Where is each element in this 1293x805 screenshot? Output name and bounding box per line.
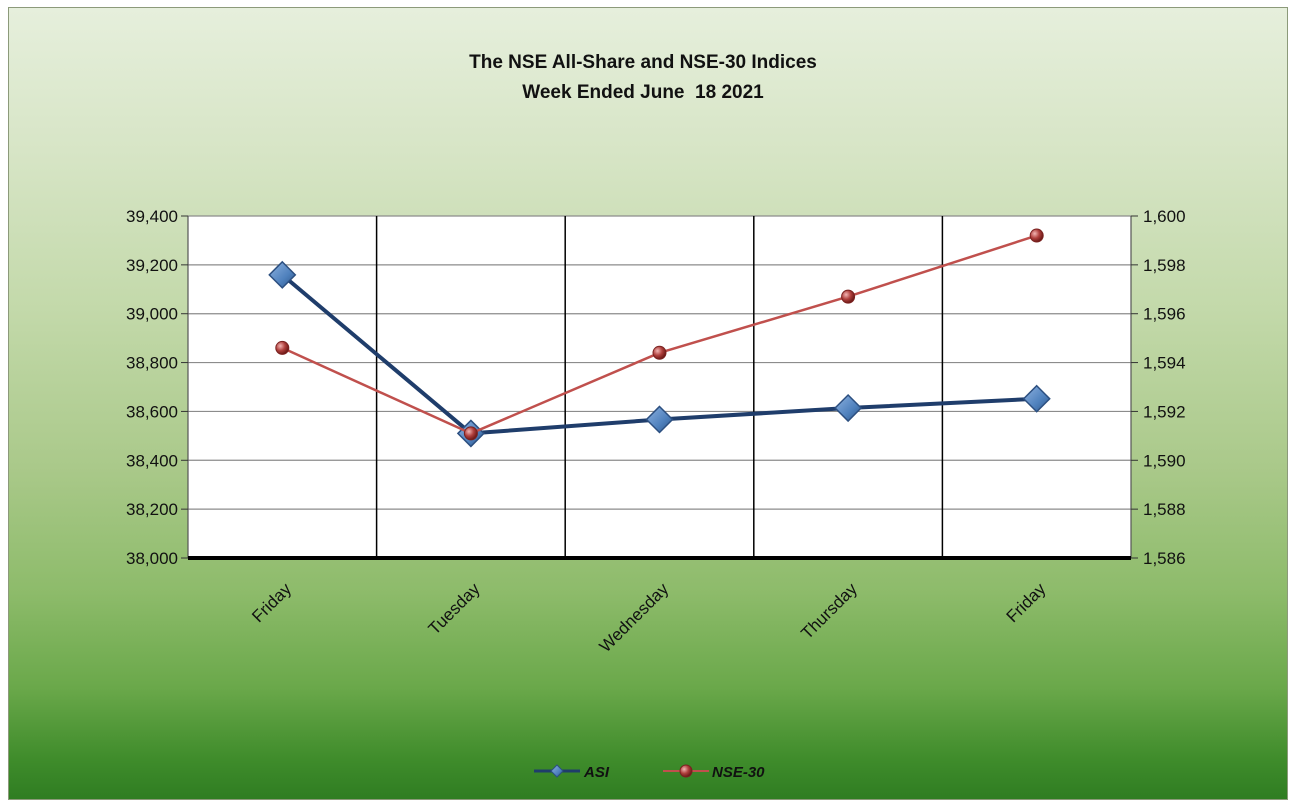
right-tick-label: 1,592 [1143, 402, 1186, 421]
right-tick-label: 1,588 [1143, 500, 1186, 519]
x-axis-ticks: Friday Tuesday Wednesday Thursday Friday [248, 579, 1050, 656]
left-tick-label: 38,200 [126, 500, 178, 519]
nse30-point [841, 289, 856, 304]
legend-asi-label: ASI [583, 764, 610, 781]
legend-item-asi: ASI [534, 764, 610, 781]
left-tick-label: 38,800 [126, 354, 178, 373]
axes [187, 216, 1132, 560]
left-tick-label: 39,000 [126, 305, 178, 324]
asi-point [1022, 384, 1051, 413]
right-tick-label: 1,594 [1143, 354, 1186, 373]
left-axis-ticks: 38,000 38,200 38,400 38,600 38,800 39,000 39,2… [126, 207, 188, 568]
legend: ASI NSE-30 [534, 764, 765, 781]
chart-frame: The NSE All-Share and NSE-30 Indices Wee… [8, 7, 1288, 800]
right-axis-ticks: 1,586 1,588 1,590 1,592 1,594 1,596 1,598 1,600 [1131, 207, 1186, 568]
right-tick-label: 1,596 [1143, 305, 1186, 324]
series-layer [268, 228, 1051, 448]
asi-point [834, 393, 863, 423]
plot-area [188, 216, 1131, 558]
x-tick-label: Friday [248, 579, 295, 626]
legend-item-nse30: NSE-30 [663, 764, 765, 781]
chart-subtitle: Week Ended June 18 2021 [522, 82, 764, 103]
asi-point [268, 260, 297, 289]
left-tick-label: 38,400 [126, 451, 178, 470]
x-tick-label: Friday [1003, 579, 1050, 626]
right-tick-label: 1,600 [1143, 207, 1186, 226]
right-tick-label: 1,598 [1143, 256, 1186, 275]
vertical-gridlines [375, 216, 944, 558]
nse30-point [275, 340, 290, 355]
left-tick-label: 39,200 [126, 256, 178, 275]
x-tick-label: Tuesday [425, 579, 484, 638]
legend-nse30-marker [679, 764, 693, 778]
right-tick-label: 1,586 [1143, 549, 1186, 568]
nse30-point [1029, 228, 1044, 243]
legend-nse30-label: NSE-30 [712, 764, 765, 781]
line-chart: The NSE All-Share and NSE-30 Indices Wee… [126, 52, 1186, 781]
x-tick-label: Wednesday [596, 579, 673, 656]
left-tick-label: 38,000 [126, 549, 178, 568]
left-tick-label: 38,600 [126, 402, 178, 421]
legend-asi-marker [550, 764, 564, 778]
x-tick-label: Thursday [797, 579, 861, 643]
nse30-point [463, 426, 478, 441]
nse30-point [652, 345, 667, 360]
chart-title: The NSE All-Share and NSE-30 Indices [469, 52, 817, 73]
left-tick-label: 39,400 [126, 207, 178, 226]
asi-point [645, 405, 674, 434]
right-tick-label: 1,590 [1143, 451, 1186, 470]
